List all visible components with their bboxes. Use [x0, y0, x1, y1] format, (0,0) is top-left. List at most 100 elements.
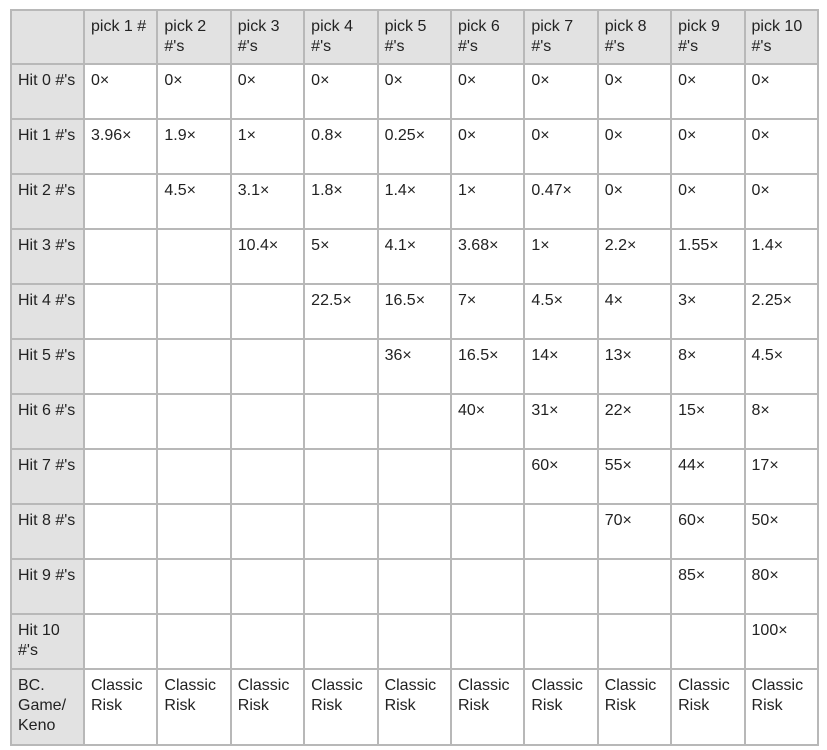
- payout-cell: 2.2×: [596, 228, 673, 285]
- row-header: Hit 2 #'s: [10, 173, 85, 230]
- payout-cell: Classic Risk: [670, 668, 746, 746]
- payout-cell: 2.25×: [743, 283, 819, 340]
- payout-cell: 17×: [743, 448, 819, 505]
- column-header: pick 4 #'s: [303, 9, 379, 65]
- payout-cell: 0×: [743, 173, 819, 230]
- payout-cell: 1.9×: [156, 118, 232, 175]
- payout-cell: [156, 338, 232, 395]
- payout-cell: 55×: [596, 448, 673, 505]
- payout-cell: 0×: [670, 63, 746, 120]
- payout-cell: 0×: [449, 63, 526, 120]
- payout-cell: 0×: [376, 63, 452, 120]
- keno-payout-table: pick 1 # pick 2 #'s pick 3 #'s pick 4 #'s pi…: [10, 9, 819, 746]
- payout-cell: Classic Risk: [743, 668, 819, 746]
- payout-cell: [229, 613, 306, 670]
- row-header: Hit 8 #'s: [10, 503, 85, 560]
- payout-cell: 1×: [449, 173, 526, 230]
- payout-cell: [82, 393, 159, 450]
- payout-cell: 3.1×: [229, 173, 306, 230]
- payout-cell: [523, 558, 599, 615]
- payout-cell: 3.68×: [449, 228, 526, 285]
- payout-cell: [303, 503, 379, 560]
- payout-cell: [303, 448, 379, 505]
- payout-cell: Classic Risk: [156, 668, 232, 746]
- payout-cell: 0.47×: [523, 173, 599, 230]
- payout-cell: 60×: [523, 448, 599, 505]
- payout-cell: 0×: [743, 63, 819, 120]
- table-row: Hit 9 #'s 85× 80×: [10, 558, 819, 615]
- row-header: Hit 7 #'s: [10, 448, 85, 505]
- column-header: pick 7 #'s: [523, 9, 599, 65]
- payout-cell: 0×: [670, 118, 746, 175]
- payout-cell: [596, 613, 673, 670]
- payout-cell: [376, 558, 452, 615]
- payout-cell: [82, 283, 159, 340]
- payout-cell: 100×: [743, 613, 819, 670]
- payout-cell: [82, 338, 159, 395]
- payout-cell: 8×: [670, 338, 746, 395]
- row-header: Hit 1 #'s: [10, 118, 85, 175]
- payout-cell: Classic Risk: [596, 668, 673, 746]
- payout-cell: [670, 613, 746, 670]
- payout-cell: [229, 393, 306, 450]
- payout-cell: [229, 338, 306, 395]
- payout-cell: [82, 503, 159, 560]
- table-row: Hit 0 #'s 0× 0× 0× 0× 0× 0× 0× 0× 0× 0×: [10, 63, 819, 120]
- payout-cell: [523, 503, 599, 560]
- payout-cell: 0×: [596, 63, 673, 120]
- payout-cell: [156, 503, 232, 560]
- payout-cell: 16.5×: [449, 338, 526, 395]
- payout-cell: 14×: [523, 338, 599, 395]
- row-header: Hit 4 #'s: [10, 283, 85, 340]
- payout-cell: [82, 558, 159, 615]
- column-header: pick 3 #'s: [229, 9, 306, 65]
- payout-cell: [82, 613, 159, 670]
- column-header: pick 9 #'s: [670, 9, 746, 65]
- payout-cell: 4×: [596, 283, 673, 340]
- payout-cell: 1×: [229, 118, 306, 175]
- column-header: pick 10 #'s: [743, 9, 819, 65]
- payout-cell: 16.5×: [376, 283, 452, 340]
- payout-cell: [156, 228, 232, 285]
- table-row: Hit 7 #'s 60× 55× 44× 17×: [10, 448, 819, 505]
- payout-cell: 0×: [229, 63, 306, 120]
- row-header: Hit 0 #'s: [10, 63, 85, 120]
- row-header: Hit 6 #'s: [10, 393, 85, 450]
- payout-cell: 50×: [743, 503, 819, 560]
- payout-cell: [376, 503, 452, 560]
- payout-cell: 0×: [156, 63, 232, 120]
- table-row: Hit 10 #'s 100×: [10, 613, 819, 670]
- payout-cell: 0×: [523, 63, 599, 120]
- payout-cell: 0×: [82, 63, 159, 120]
- payout-cell: 3.96×: [82, 118, 159, 175]
- column-header: pick 6 #'s: [449, 9, 526, 65]
- payout-cell: 1.4×: [743, 228, 819, 285]
- payout-cell: [229, 448, 306, 505]
- payout-cell: 4.5×: [523, 283, 599, 340]
- payout-cell: [449, 613, 526, 670]
- payout-cell: 31×: [523, 393, 599, 450]
- payout-cell: 36×: [376, 338, 452, 395]
- payout-cell: 70×: [596, 503, 673, 560]
- table-row: Hit 8 #'s 70× 60× 50×: [10, 503, 819, 560]
- header-row: pick 1 # pick 2 #'s pick 3 #'s pick 4 #'s pi…: [10, 9, 819, 65]
- payout-cell: [449, 558, 526, 615]
- payout-cell: [156, 558, 232, 615]
- payout-cell: [156, 393, 232, 450]
- payout-cell: 5×: [303, 228, 379, 285]
- payout-cell: 0×: [303, 63, 379, 120]
- column-header: pick 8 #'s: [596, 9, 673, 65]
- column-header: pick 5 #'s: [376, 9, 452, 65]
- payout-cell: 1.4×: [376, 173, 452, 230]
- payout-cell: 0×: [670, 173, 746, 230]
- payout-cell: 0.8×: [303, 118, 379, 175]
- payout-cell: 8×: [743, 393, 819, 450]
- payout-cell: 4.5×: [743, 338, 819, 395]
- payout-cell: [303, 558, 379, 615]
- row-header: Hit 10 #'s: [10, 613, 85, 670]
- payout-cell: 80×: [743, 558, 819, 615]
- corner-cell: [10, 9, 85, 65]
- payout-cell: 15×: [670, 393, 746, 450]
- payout-cell: [229, 503, 306, 560]
- payout-cell: 44×: [670, 448, 746, 505]
